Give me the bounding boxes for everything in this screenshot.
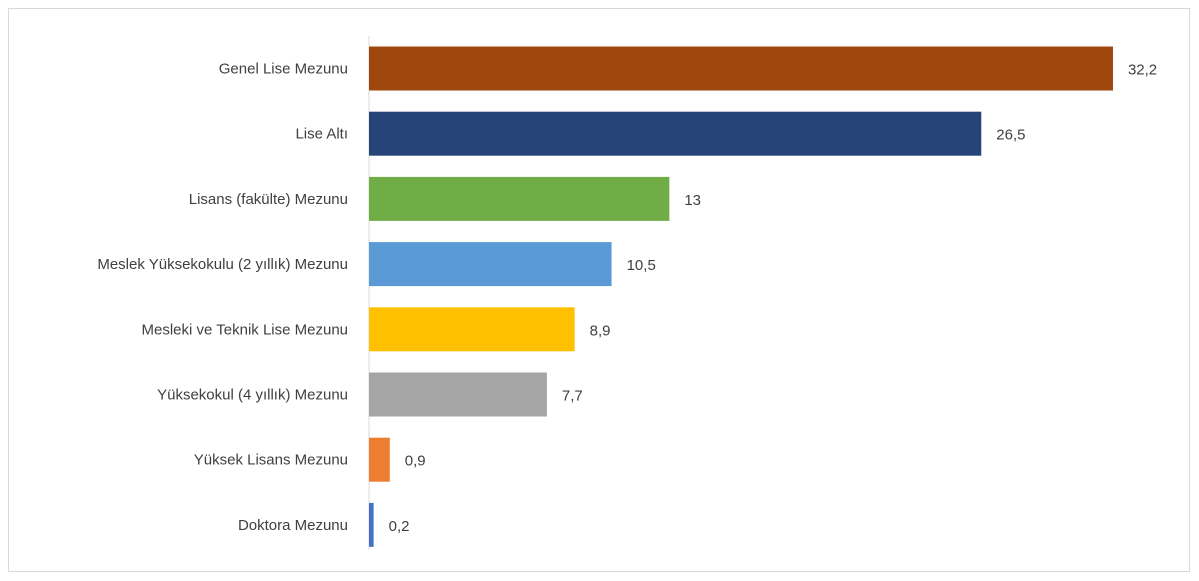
bar [369, 502, 374, 547]
data-label: 10,5 [627, 257, 656, 274]
bars-layer [369, 46, 1113, 547]
data-label: 8,9 [590, 322, 611, 339]
category-label: Doktora Mezunu [238, 517, 348, 534]
category-label: Meslek Yüksekokulu (2 yıllık) Mezunu [97, 256, 348, 273]
category-label: Lisans (fakülte) Mezunu [189, 191, 348, 208]
category-label: Genel Lise Mezunu [219, 61, 348, 78]
data-label: 7,7 [562, 388, 583, 405]
category-labels: Genel Lise Mezunu Lise Altı Lisans (fakült… [97, 61, 348, 534]
bar [369, 437, 390, 482]
data-label: 26,5 [996, 127, 1025, 144]
bar [369, 307, 575, 352]
data-label: 0,2 [389, 518, 410, 535]
data-label: 32,2 [1128, 62, 1157, 79]
value-labels: 32,2 26,5 13 10,5 8,9 7,7 0,9 0,2 [389, 62, 1158, 535]
bar [369, 46, 1113, 91]
category-label: Yüksek Lisans Mezunu [194, 452, 348, 469]
bar [369, 176, 670, 221]
bar [369, 372, 547, 417]
chart-frame [8, 8, 1190, 572]
data-label: 13 [684, 192, 701, 209]
bar [369, 242, 612, 287]
data-label: 0,9 [405, 453, 426, 470]
category-label: Mesleki ve Teknik Lise Mezunu [142, 321, 348, 338]
category-label: Yüksekokul (4 yıllık) Mezunu [157, 387, 348, 404]
category-label: Lise Altı [295, 126, 348, 143]
bar [369, 111, 982, 156]
